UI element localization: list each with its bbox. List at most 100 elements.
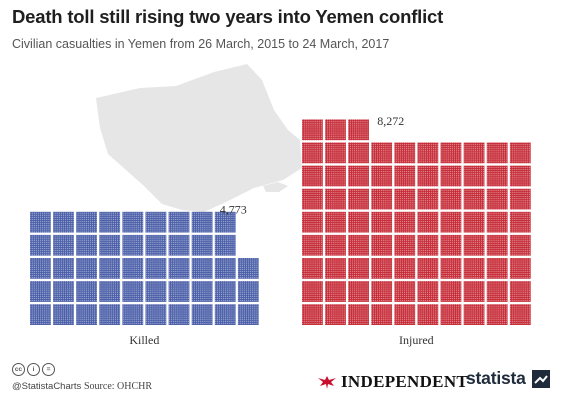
killed-block	[191, 258, 213, 279]
killed-block	[214, 211, 236, 233]
injured-block	[371, 281, 393, 302]
statista-logo: statista	[466, 368, 550, 389]
killed-block	[191, 281, 213, 302]
injured-block	[302, 234, 323, 256]
injured-block	[417, 281, 439, 302]
injured-block	[394, 188, 416, 210]
injured-block	[440, 281, 462, 302]
statista-wordmark: statista	[466, 368, 526, 388]
waffle-killed	[30, 211, 259, 325]
injured-block	[325, 119, 346, 141]
statista-arrow-icon	[533, 374, 548, 384]
injured-block	[463, 304, 485, 325]
injured-block	[371, 142, 393, 164]
killed-block	[214, 304, 236, 325]
injured-block	[394, 211, 416, 233]
injured-block	[325, 188, 346, 210]
injured-block	[463, 142, 485, 164]
killed-block	[168, 281, 190, 302]
no-derivatives-icon: =	[42, 363, 55, 376]
injured-block	[302, 165, 323, 187]
injured-block	[348, 234, 369, 256]
killed-category-label: Killed	[129, 333, 159, 347]
killed-block	[168, 234, 190, 256]
injured-block	[394, 258, 416, 279]
killed-block	[191, 234, 213, 256]
killed-block	[237, 281, 259, 302]
injured-block	[348, 304, 369, 325]
injured-value-label: 8,272	[377, 114, 404, 128]
injured-block	[348, 258, 369, 279]
killed-block	[99, 258, 121, 279]
killed-block	[145, 211, 167, 233]
killed-block	[168, 211, 190, 233]
injured-block	[463, 165, 485, 187]
injured-block	[509, 258, 531, 279]
injured-block	[417, 188, 439, 210]
injured-block	[486, 188, 508, 210]
killed-block	[76, 211, 97, 233]
killed-value-label: 4,773	[220, 203, 247, 217]
injured-block	[440, 142, 462, 164]
killed-block	[76, 234, 97, 256]
injured-block	[371, 165, 393, 187]
injured-block	[440, 211, 462, 233]
injured-block	[463, 281, 485, 302]
injured-block	[440, 188, 462, 210]
killed-block	[30, 258, 51, 279]
injured-block	[509, 234, 531, 256]
injured-block	[302, 142, 323, 164]
killed-block	[53, 211, 74, 233]
injured-block	[348, 188, 369, 210]
killed-block	[122, 211, 144, 233]
injured-category-label: Injured	[399, 333, 434, 347]
killed-block	[122, 234, 144, 256]
injured-block	[463, 234, 485, 256]
injured-block	[509, 281, 531, 302]
eagle-icon	[318, 376, 336, 389]
injured-block	[509, 165, 531, 187]
injured-block	[394, 281, 416, 302]
killed-block	[145, 234, 167, 256]
injured-block	[371, 258, 393, 279]
injured-block	[486, 304, 508, 325]
killed-block	[214, 281, 236, 302]
injured-block	[371, 188, 393, 210]
attribution-icon: i	[27, 363, 40, 376]
chart-title: Death toll still rising two years into Y…	[12, 6, 444, 27]
injured-block	[371, 304, 393, 325]
killed-block	[168, 304, 190, 325]
injured-block	[348, 281, 369, 302]
independent-logo: INDEPENDENT	[317, 372, 468, 392]
injured-block	[463, 258, 485, 279]
yemen-map-silhouette	[96, 64, 302, 212]
injured-block	[486, 258, 508, 279]
killed-block	[76, 258, 97, 279]
killed-block	[53, 304, 74, 325]
killed-block	[30, 211, 51, 233]
killed-block	[191, 211, 213, 233]
injured-block	[417, 258, 439, 279]
killed-block	[214, 234, 236, 256]
injured-block	[394, 165, 416, 187]
injured-block	[371, 234, 393, 256]
injured-block	[302, 281, 323, 302]
killed-block	[76, 304, 97, 325]
waffle-injured	[302, 119, 531, 325]
injured-block	[440, 234, 462, 256]
killed-block	[30, 281, 51, 302]
killed-block	[99, 281, 121, 302]
license-icons: cc i =	[12, 363, 55, 376]
killed-block	[53, 281, 74, 302]
chart-subtitle: Civilian casualties in Yemen from 26 Mar…	[12, 37, 390, 51]
injured-block	[509, 211, 531, 233]
injured-block	[325, 258, 346, 279]
killed-block	[76, 281, 97, 302]
injured-block	[417, 142, 439, 164]
killed-block	[191, 304, 213, 325]
killed-block	[30, 304, 51, 325]
killed-block	[145, 258, 167, 279]
injured-block	[509, 188, 531, 210]
killed-block	[145, 281, 167, 302]
killed-block	[122, 281, 144, 302]
